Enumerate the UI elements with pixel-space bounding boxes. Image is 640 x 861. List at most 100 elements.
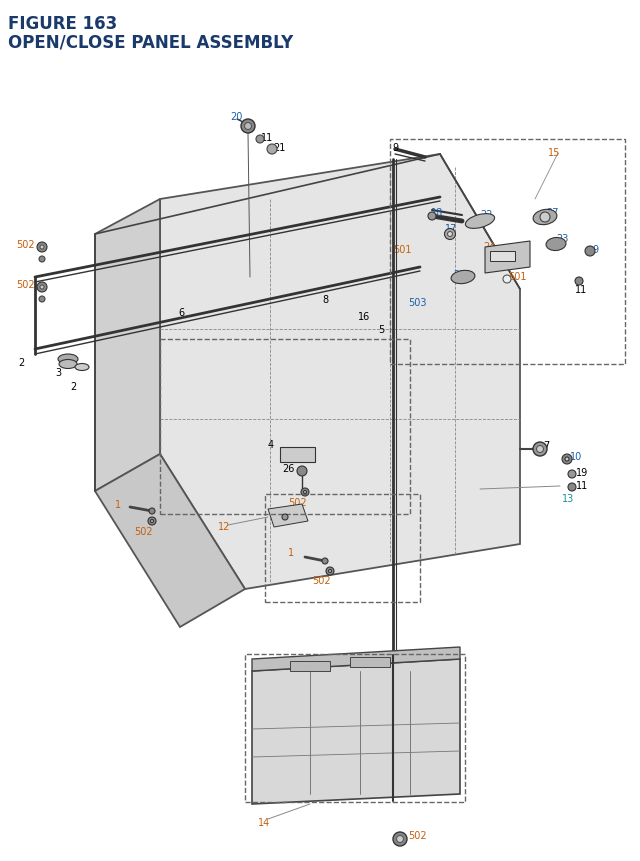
Text: 2: 2: [70, 381, 76, 392]
Circle shape: [267, 145, 277, 155]
Text: 3: 3: [55, 368, 61, 378]
Circle shape: [328, 570, 332, 573]
Circle shape: [397, 835, 403, 843]
Text: 503: 503: [408, 298, 426, 307]
Text: 22: 22: [480, 210, 493, 220]
Text: 1: 1: [115, 499, 121, 510]
Ellipse shape: [75, 364, 89, 371]
Text: 17: 17: [445, 224, 458, 233]
Polygon shape: [252, 647, 460, 672]
Bar: [160, 339, 410, 514]
Text: 6: 6: [178, 307, 184, 318]
Bar: [280, 448, 315, 462]
Text: 13: 13: [562, 493, 574, 504]
Circle shape: [585, 247, 595, 257]
Circle shape: [326, 567, 334, 575]
Text: 12: 12: [218, 522, 230, 531]
Text: 9: 9: [392, 143, 398, 152]
Circle shape: [503, 276, 511, 283]
Circle shape: [150, 520, 154, 523]
Text: 10: 10: [570, 451, 582, 461]
Text: 26: 26: [282, 463, 294, 474]
Bar: [265, 494, 420, 603]
Circle shape: [241, 120, 255, 133]
Circle shape: [39, 257, 45, 263]
Circle shape: [540, 213, 550, 223]
Text: 502: 502: [312, 575, 331, 585]
Text: 18: 18: [431, 208, 444, 218]
Bar: [490, 251, 515, 262]
Circle shape: [37, 282, 47, 293]
Text: 8: 8: [322, 294, 328, 305]
Text: 11: 11: [576, 480, 588, 491]
Circle shape: [148, 517, 156, 525]
Text: 2: 2: [18, 357, 24, 368]
Text: FIGURE 163: FIGURE 163: [8, 15, 117, 33]
Text: 25: 25: [453, 269, 465, 280]
Circle shape: [37, 243, 47, 253]
Polygon shape: [160, 155, 520, 589]
Circle shape: [282, 514, 288, 520]
Text: 23: 23: [556, 233, 568, 244]
Text: 502: 502: [16, 239, 35, 250]
Circle shape: [447, 232, 452, 238]
Text: OPEN/CLOSE PANEL ASSEMBLY: OPEN/CLOSE PANEL ASSEMBLY: [8, 33, 293, 51]
Polygon shape: [485, 242, 530, 274]
Text: 1: 1: [288, 548, 294, 557]
Text: 7: 7: [543, 441, 549, 450]
Text: 27: 27: [546, 208, 559, 218]
Circle shape: [565, 457, 569, 461]
Circle shape: [40, 286, 44, 289]
Text: 20: 20: [230, 112, 243, 122]
Circle shape: [428, 213, 436, 220]
Circle shape: [40, 245, 44, 250]
Ellipse shape: [533, 210, 557, 226]
Circle shape: [301, 488, 309, 497]
Text: 502: 502: [288, 498, 307, 507]
Text: 9: 9: [592, 245, 598, 255]
Polygon shape: [95, 200, 160, 492]
Bar: [390, 139, 625, 364]
Text: 501: 501: [508, 272, 527, 282]
Ellipse shape: [59, 360, 77, 369]
Polygon shape: [252, 660, 460, 804]
Circle shape: [536, 446, 543, 453]
Polygon shape: [268, 505, 308, 528]
Bar: [245, 654, 465, 802]
Circle shape: [256, 136, 264, 144]
Text: 502: 502: [134, 526, 152, 536]
Text: 501: 501: [393, 245, 412, 255]
Polygon shape: [95, 455, 245, 628]
Text: 21: 21: [273, 143, 285, 152]
Ellipse shape: [465, 214, 495, 229]
Circle shape: [322, 558, 328, 564]
Bar: [290, 661, 330, 672]
Circle shape: [568, 483, 576, 492]
Ellipse shape: [451, 271, 475, 284]
Ellipse shape: [546, 238, 566, 251]
Circle shape: [445, 229, 456, 240]
Text: 502: 502: [16, 280, 35, 289]
Circle shape: [244, 123, 252, 130]
Text: 11: 11: [575, 285, 588, 294]
Text: 19: 19: [576, 468, 588, 478]
Circle shape: [39, 297, 45, 303]
Text: 16: 16: [358, 312, 371, 322]
Circle shape: [149, 508, 155, 514]
Circle shape: [568, 470, 576, 479]
Circle shape: [297, 467, 307, 476]
Circle shape: [533, 443, 547, 456]
Bar: [350, 657, 390, 667]
Circle shape: [393, 832, 407, 846]
Text: 15: 15: [548, 148, 561, 158]
Text: 4: 4: [268, 439, 274, 449]
Text: 24: 24: [483, 242, 495, 251]
Circle shape: [303, 491, 307, 494]
Circle shape: [562, 455, 572, 464]
Text: 14: 14: [258, 817, 270, 827]
Text: 11: 11: [261, 133, 273, 143]
Text: 5: 5: [378, 325, 384, 335]
Circle shape: [575, 278, 583, 286]
Ellipse shape: [58, 355, 78, 364]
Text: 502: 502: [408, 830, 427, 840]
